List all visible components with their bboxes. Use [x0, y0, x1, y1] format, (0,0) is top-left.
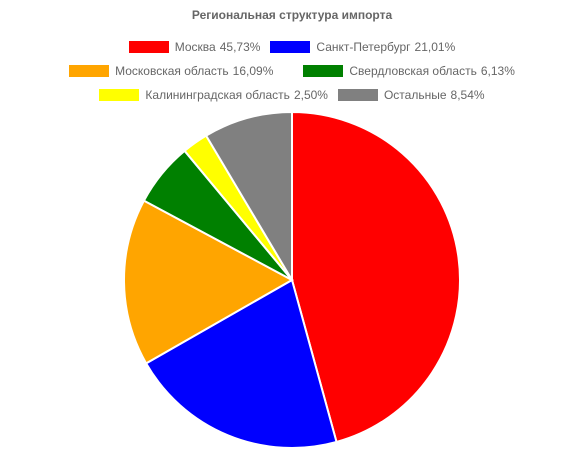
pie-slice: [144, 278, 338, 449]
legend-item: Остальные 8,54%: [337, 88, 485, 102]
legend-label: Московская область: [115, 64, 229, 78]
legend-item: Москва 45,73%: [128, 40, 261, 54]
pie-slice: [204, 110, 293, 284]
legend-value: 6,13%: [480, 64, 515, 78]
legend: Москва 45,73% Санкт-Петербург 21,01% Московс…: [12, 40, 572, 102]
legend-swatch: [99, 89, 140, 101]
legend-label: Москва: [174, 40, 216, 54]
legend-item: Калининградская область 2,50%: [99, 88, 328, 102]
legend-value: 2,50%: [293, 88, 328, 102]
legend-item: Свердловская область 6,13%: [303, 64, 515, 78]
chart-title: Региональная структура импорта: [191, 8, 393, 22]
legend-value: 16,09%: [232, 64, 274, 78]
legend-value: 8,54%: [450, 88, 485, 102]
legend-label: Калининградская область: [145, 88, 290, 102]
legend-label: Санкт-Петербург: [316, 40, 411, 54]
pie-slice: [291, 110, 461, 444]
legend-label: Остальные: [383, 88, 447, 102]
legend-value: 21,01%: [414, 40, 456, 54]
legend-item: Санкт-Петербург 21,01%: [270, 40, 455, 54]
legend-swatch: [128, 41, 169, 53]
legend-label: Свердловская область: [349, 64, 477, 78]
pie-slice: [123, 199, 295, 365]
legend-swatch: [303, 65, 344, 77]
legend-swatch: [337, 89, 378, 101]
legend-swatch: [69, 65, 110, 77]
legend-swatch: [270, 41, 311, 53]
legend-value: 45,73%: [219, 40, 261, 54]
legend-item: Московская область 16,09%: [69, 64, 273, 78]
